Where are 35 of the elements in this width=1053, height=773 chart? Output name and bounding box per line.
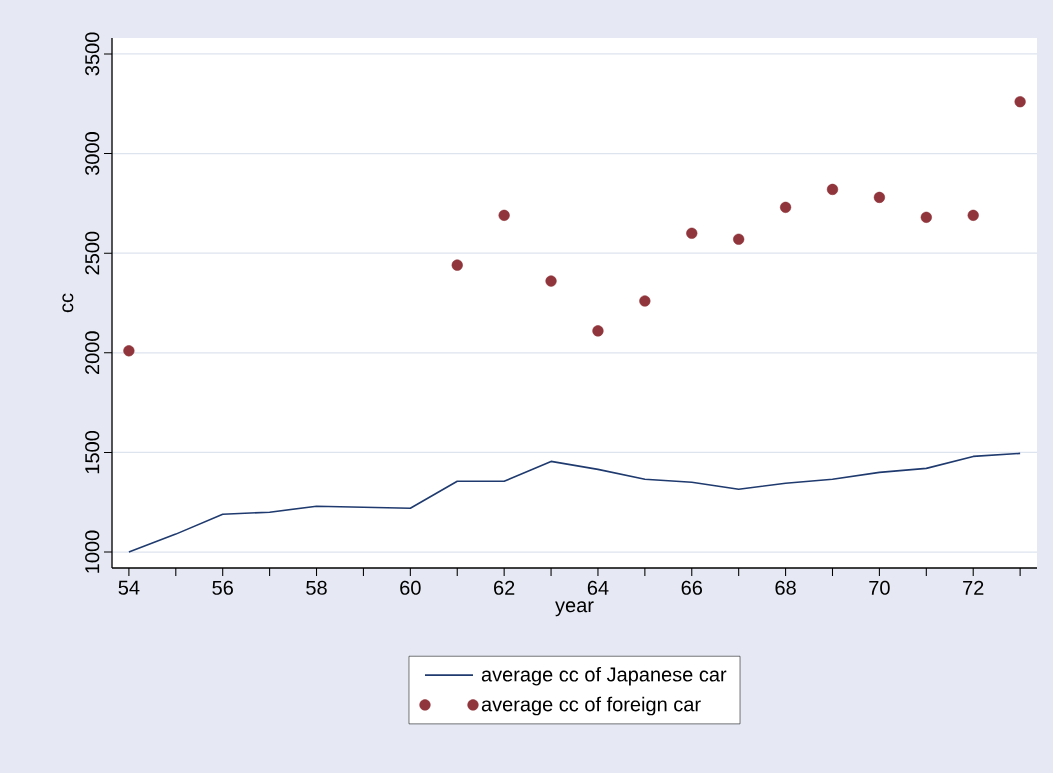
y-tick-label: 1500: [85, 430, 100, 474]
y-axis-title: cc: [62, 293, 74, 313]
point: [826, 183, 839, 196]
point: [639, 295, 651, 307]
legend-label: average cc of foreign car: [481, 696, 701, 716]
y-tick-label: 3000: [85, 132, 100, 176]
x-tick-label: 62: [494, 580, 515, 595]
x-tick-label: 72: [963, 580, 984, 595]
point: [592, 325, 604, 337]
x-tick-label: 64: [587, 580, 609, 595]
x-tick-label: 70: [869, 580, 890, 595]
x-tick-label: 66: [681, 580, 703, 595]
point: [779, 201, 792, 213]
x-tick-label: 68: [775, 580, 796, 595]
point: [545, 275, 557, 287]
y-tick-label: 2500: [85, 231, 100, 275]
y-tick-label: 1000: [85, 530, 100, 573]
x-tick-label: 58: [306, 580, 327, 595]
x-axis-title: year: [555, 601, 594, 617]
point: [123, 345, 135, 357]
point: [451, 259, 463, 271]
point: [733, 233, 745, 245]
x-tick-label: 60: [400, 580, 421, 595]
x-tick-label: 54: [118, 580, 140, 595]
point: [920, 211, 932, 223]
y-tick-label: 3500: [85, 32, 100, 76]
point: [873, 191, 885, 203]
line-series: [128, 452, 1021, 553]
point: [498, 209, 510, 221]
point: [967, 209, 979, 221]
legend-label: average cc of Japanese car: [481, 666, 727, 686]
point: [1014, 96, 1026, 108]
y-tick-label: 2000: [85, 331, 100, 375]
point: [686, 227, 698, 239]
x-tick-label: 56: [212, 580, 233, 595]
